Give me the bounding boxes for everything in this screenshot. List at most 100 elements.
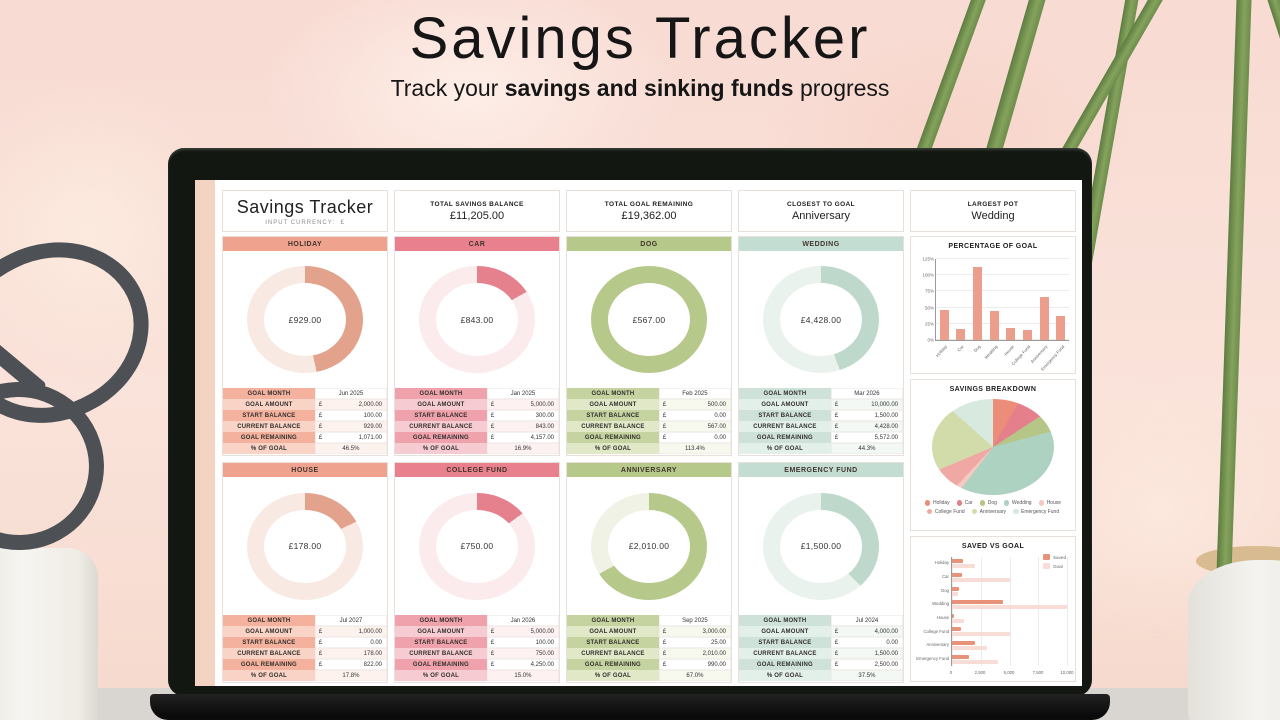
pot-row-label[interactable]: START BALANCE (567, 410, 659, 421)
pot-row-label[interactable]: CURRENT BALANCE (567, 648, 659, 659)
pot-row-label[interactable]: GOAL MONTH (395, 388, 487, 399)
pot-row-label[interactable]: GOAL REMAINING (739, 432, 831, 443)
pot-name[interactable]: CAR (395, 237, 559, 251)
pot-row-label[interactable]: GOAL AMOUNT (567, 399, 659, 410)
pot-name[interactable]: ANNIVERSARY (567, 463, 731, 477)
pot-row-label[interactable]: % OF GOAL (739, 670, 831, 681)
pot-row-value[interactable]: Sep 2025 (658, 615, 731, 626)
pot-row-label[interactable]: GOAL REMAINING (567, 659, 659, 670)
pot-row-value[interactable]: Jun 2025 (314, 388, 387, 399)
pot-row-value[interactable]: £1,500.00 (830, 410, 903, 421)
pot-row-label[interactable]: % OF GOAL (567, 670, 659, 681)
pot-name[interactable]: COLLEGE FUND (395, 463, 559, 477)
pot-row-label[interactable]: % OF GOAL (223, 443, 315, 454)
pot-row-value[interactable]: £0.00 (314, 637, 387, 648)
pot-row-label[interactable]: GOAL MONTH (395, 615, 487, 626)
pot-row-label[interactable]: GOAL REMAINING (567, 432, 659, 443)
pot-row-label[interactable]: % OF GOAL (395, 443, 487, 454)
pot-row-value[interactable]: £178.00 (314, 648, 387, 659)
pot-row-value[interactable]: £4,000.00 (830, 626, 903, 637)
pot-row-label[interactable]: % OF GOAL (567, 443, 659, 454)
pot-row-label[interactable]: START BALANCE (739, 637, 831, 648)
pot-row-value[interactable]: 44.3% (830, 443, 903, 454)
pot-name[interactable]: WEDDING (739, 237, 903, 251)
pot-row-label[interactable]: START BALANCE (395, 410, 487, 421)
pot-row-value[interactable]: Jul 2027 (314, 615, 387, 626)
pot-name[interactable]: DOG (567, 237, 731, 251)
pot-row-value[interactable]: 37.5% (830, 670, 903, 681)
pot-row-value[interactable]: £0.00 (658, 410, 731, 421)
pot-row-value[interactable]: £2,010.00 (658, 648, 731, 659)
pot-row-value[interactable]: 46.5% (314, 443, 387, 454)
pot-row-value[interactable]: £2,500.00 (830, 659, 903, 670)
pot-row-label[interactable]: GOAL AMOUNT (567, 626, 659, 637)
pot-row-label[interactable]: GOAL MONTH (223, 615, 315, 626)
pot-row-label[interactable]: CURRENT BALANCE (567, 421, 659, 432)
pot-row-value[interactable]: 113.4% (658, 443, 731, 454)
pot-row-label[interactable]: GOAL AMOUNT (223, 399, 315, 410)
pot-row-value[interactable]: £2,000.00 (314, 399, 387, 410)
pot-row-label[interactable]: START BALANCE (223, 410, 315, 421)
pot-row-label[interactable]: GOAL REMAINING (739, 659, 831, 670)
pot-row-value[interactable]: £300.00 (486, 410, 559, 421)
pot-row-value[interactable]: Jan 2025 (486, 388, 559, 399)
pot-row-value[interactable]: Jul 2024 (830, 615, 903, 626)
pot-row-label[interactable]: GOAL MONTH (567, 615, 659, 626)
pot-row-label[interactable]: GOAL REMAINING (223, 659, 315, 670)
sheet-title-card[interactable]: Savings Tracker INPUT CURRENCY: £ (222, 190, 388, 232)
pot-row-label[interactable]: GOAL MONTH (223, 388, 315, 399)
pot-row-value[interactable]: 15.0% (486, 670, 559, 681)
pot-row-label[interactable]: GOAL MONTH (567, 388, 659, 399)
pot-row-value[interactable]: £0.00 (830, 637, 903, 648)
input-currency[interactable]: INPUT CURRENCY: £ (223, 220, 387, 226)
pot-row-label[interactable]: % OF GOAL (395, 670, 487, 681)
pot-row-value[interactable]: 67.0% (658, 670, 731, 681)
pot-row-value[interactable]: £100.00 (486, 637, 559, 648)
pot-row-value[interactable]: Jan 2026 (486, 615, 559, 626)
pot-row-value[interactable]: £990.00 (658, 659, 731, 670)
pot-row-label[interactable]: CURRENT BALANCE (739, 421, 831, 432)
pot-row-label[interactable]: CURRENT BALANCE (223, 648, 315, 659)
pot-row-value[interactable]: £5,000.00 (486, 626, 559, 637)
pot-row-value[interactable]: £822.00 (314, 659, 387, 670)
pot-row-label[interactable]: START BALANCE (223, 637, 315, 648)
pot-row-label[interactable]: GOAL REMAINING (395, 432, 487, 443)
pot-row-label[interactable]: GOAL AMOUNT (223, 626, 315, 637)
pot-name[interactable]: HOLIDAY (223, 237, 387, 251)
pot-name[interactable]: HOUSE (223, 463, 387, 477)
pot-row-value[interactable]: £4,157.00 (486, 432, 559, 443)
pot-row-label[interactable]: START BALANCE (739, 410, 831, 421)
pot-row-value[interactable]: £25.00 (658, 637, 731, 648)
pot-row-value[interactable]: £5,000.00 (486, 399, 559, 410)
pot-row-value[interactable]: 17.8% (314, 670, 387, 681)
pot-row-label[interactable]: GOAL MONTH (739, 615, 831, 626)
pot-row-value[interactable]: £0.00 (658, 432, 731, 443)
pot-row-label[interactable]: CURRENT BALANCE (395, 421, 487, 432)
pot-row-value[interactable]: £843.00 (486, 421, 559, 432)
summary-card-largest-pot[interactable]: LARGEST POT Wedding (910, 190, 1076, 232)
pot-row-value[interactable]: £1,000.00 (314, 626, 387, 637)
pot-row-label[interactable]: START BALANCE (395, 637, 487, 648)
pot-row-value[interactable]: £929.00 (314, 421, 387, 432)
pot-row-label[interactable]: GOAL AMOUNT (739, 399, 831, 410)
pot-row-value[interactable]: £4,428.00 (830, 421, 903, 432)
pot-row-value[interactable]: £567.00 (658, 421, 731, 432)
pot-row-label[interactable]: GOAL AMOUNT (395, 399, 487, 410)
summary-card-total-savings[interactable]: TOTAL SAVINGS BALANCE £11,205.00 (394, 190, 560, 232)
pot-row-value[interactable]: Mar 2026 (830, 388, 903, 399)
pot-row-value[interactable]: Feb 2025 (658, 388, 731, 399)
pot-row-label[interactable]: CURRENT BALANCE (739, 648, 831, 659)
pot-row-value[interactable]: £10,000.00 (830, 399, 903, 410)
saved-vs-goal-chart[interactable]: SAVED VS GOAL Holiday Car Dog Wedding House C… (910, 536, 1076, 682)
pot-row-value[interactable]: £3,000.00 (658, 626, 731, 637)
pot-row-label[interactable]: % OF GOAL (739, 443, 831, 454)
pot-row-value[interactable]: £5,572.00 (830, 432, 903, 443)
pot-row-label[interactable]: CURRENT BALANCE (223, 421, 315, 432)
pot-row-value[interactable]: £1,500.00 (830, 648, 903, 659)
pot-row-value[interactable]: £500.00 (658, 399, 731, 410)
pot-row-value[interactable]: £1,071.00 (314, 432, 387, 443)
pot-row-label[interactable]: % OF GOAL (223, 670, 315, 681)
pot-row-label[interactable]: CURRENT BALANCE (395, 648, 487, 659)
savings-breakdown-chart[interactable]: SAVINGS BREAKDOWN Holiday Car Dog Wedding Ho… (910, 379, 1076, 531)
pot-row-label[interactable]: GOAL AMOUNT (739, 626, 831, 637)
